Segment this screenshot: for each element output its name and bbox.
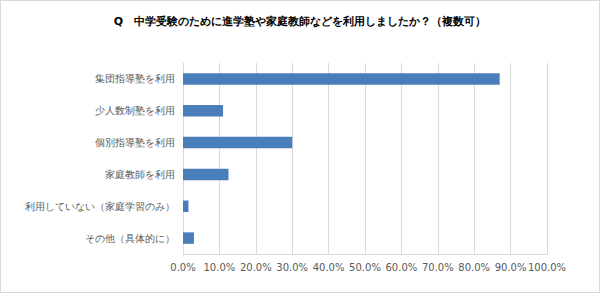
svg-text:90.0%: 90.0% (495, 262, 527, 273)
svg-text:40.0%: 40.0% (313, 262, 345, 273)
svg-text:少人数制塾を利用: 少人数制塾を利用 (95, 105, 175, 116)
svg-text:その他（具体的に）: その他（具体的に） (85, 233, 175, 244)
svg-text:個別指導塾を利用: 個別指導塾を利用 (95, 137, 175, 148)
svg-text:50.0%: 50.0% (349, 262, 381, 273)
svg-text:Q 中学受験のために進学塾や家庭教師などを利用しましたか？（: Q 中学受験のために進学塾や家庭教師などを利用しましたか？（複数可） (114, 15, 486, 28)
svg-text:20.0%: 20.0% (240, 262, 272, 273)
svg-text:100.0%: 100.0% (528, 262, 566, 273)
svg-text:70.0%: 70.0% (422, 262, 454, 273)
svg-text:0.0%: 0.0% (170, 262, 195, 273)
svg-text:10.0%: 10.0% (204, 262, 236, 273)
svg-text:集団指導塾を利用: 集団指導塾を利用 (95, 73, 175, 84)
svg-text:80.0%: 80.0% (458, 262, 490, 273)
svg-text:30.0%: 30.0% (276, 262, 308, 273)
svg-text:家庭教師を利用: 家庭教師を利用 (105, 169, 175, 180)
svg-text:60.0%: 60.0% (386, 262, 418, 273)
svg-text:利用していない（家庭学習のみ）: 利用していない（家庭学習のみ） (25, 201, 175, 212)
